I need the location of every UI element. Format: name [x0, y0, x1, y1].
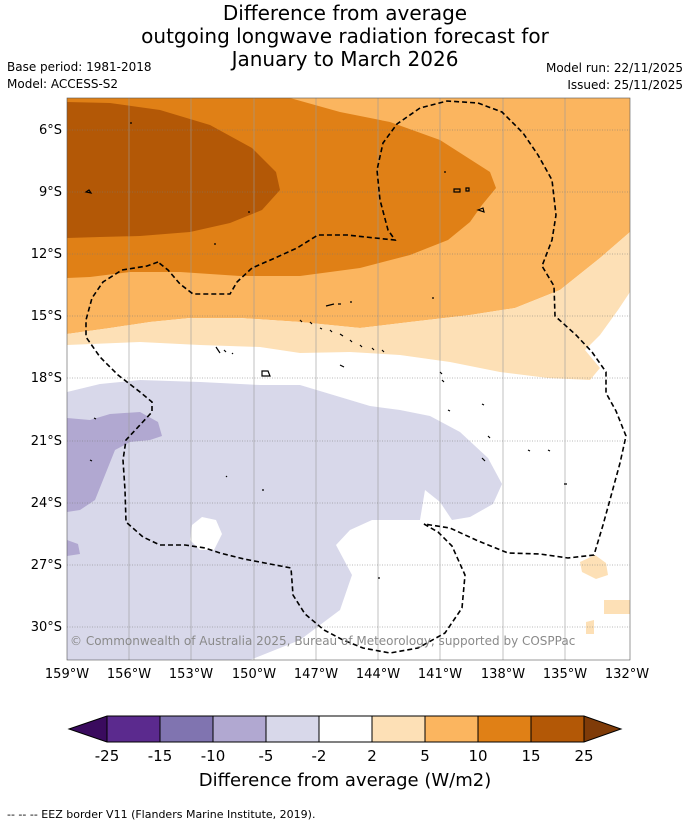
lon-label: 132°W	[604, 667, 650, 682]
eez-border	[85, 100, 627, 654]
colorbar-tick-label: -15	[147, 747, 173, 765]
field-positive-2-5	[67, 232, 630, 380]
colorbar-over	[584, 716, 621, 742]
colorbar-segment	[372, 716, 425, 742]
colorbar-tick-label: 5	[420, 747, 430, 765]
lon-label: 138°W	[480, 667, 526, 682]
lon-label: 141°W	[417, 667, 463, 682]
map-frame	[66, 97, 631, 661]
model-text: Model: ACCESS-S2	[7, 77, 119, 91]
lat-label: 9°S	[38, 185, 62, 200]
colorbar-tick-label: -2	[311, 747, 327, 765]
colorbar-tick-label: 15	[521, 747, 541, 765]
colorbar-under	[69, 716, 107, 742]
field-positive-15-25	[67, 102, 280, 238]
lon-label: 153°W	[168, 667, 214, 682]
colorbar-segment	[160, 716, 213, 742]
lat-label: 21°S	[30, 434, 62, 449]
field-negative-5-10-patch	[67, 540, 80, 556]
lat-label: 18°S	[30, 371, 62, 386]
lat-label: 15°S	[30, 309, 62, 324]
field-neutral-hole	[190, 517, 222, 550]
footer-legend: -- -- -- EEZ border V11 (Flanders Marine…	[7, 808, 316, 821]
colorbar-segment	[425, 716, 478, 742]
colorbar-tick-label: 2	[367, 747, 377, 765]
colorbar-title: Difference from average (W/m2)	[198, 770, 492, 791]
colorbar-tick-label: -25	[94, 747, 120, 765]
colorbar	[67, 715, 623, 743]
lon-label: 150°W	[231, 667, 277, 682]
colorbar-segment	[213, 716, 266, 742]
colorbar-segment	[107, 716, 160, 742]
meta-left: Base period: 1981-2018 Model: ACCESS-S2	[7, 59, 152, 93]
lat-label: 12°S	[30, 247, 62, 262]
title-line-3: January to March 2026	[231, 47, 459, 71]
copyright-text: © Commonwealth of Australia 2025, Bureau…	[70, 634, 576, 648]
lat-label: 30°S	[30, 620, 62, 635]
field-positive-patch-2	[604, 600, 630, 614]
field-negative-2-5	[67, 380, 502, 660]
title-line-2: outgoing longwave radiation forecast for	[141, 24, 549, 48]
islands	[84, 122, 567, 579]
colorbar-tick-label: 25	[574, 747, 594, 765]
lon-label: 156°W	[106, 667, 152, 682]
colorbar-tick-label: -10	[200, 747, 226, 765]
model-run-text: Model run: 22/11/2025	[545, 61, 683, 75]
lat-label: 24°S	[30, 496, 62, 511]
colorbar-segment	[531, 716, 584, 742]
issued-text: Issued: 25/11/2025	[567, 78, 683, 92]
colorbar-segment	[319, 716, 372, 742]
field-positive-patch-1	[580, 555, 608, 579]
base-period-text: Base period: 1981-2018	[7, 60, 152, 74]
map-title: Difference from average outgoing longwav…	[0, 2, 690, 71]
lat-label: 27°S	[30, 558, 62, 573]
lat-label: 6°S	[38, 123, 62, 138]
meta-right: Model run: 22/11/2025 Issued: 25/11/2025	[546, 60, 683, 94]
map-field	[67, 98, 630, 660]
colorbar-segment	[266, 716, 319, 742]
colorbar-segment	[478, 716, 531, 742]
colorbar-tick-label: 10	[468, 747, 488, 765]
lon-label: 144°W	[355, 667, 401, 682]
field-negative-5-10	[67, 412, 162, 512]
lon-label: 159°W	[44, 667, 90, 682]
lon-label: 147°W	[293, 667, 339, 682]
gridlines	[128, 98, 566, 660]
title-line-1: Difference from average	[222, 1, 468, 25]
colorbar-tick-label: -5	[258, 747, 274, 765]
lon-label: 135°W	[542, 667, 588, 682]
